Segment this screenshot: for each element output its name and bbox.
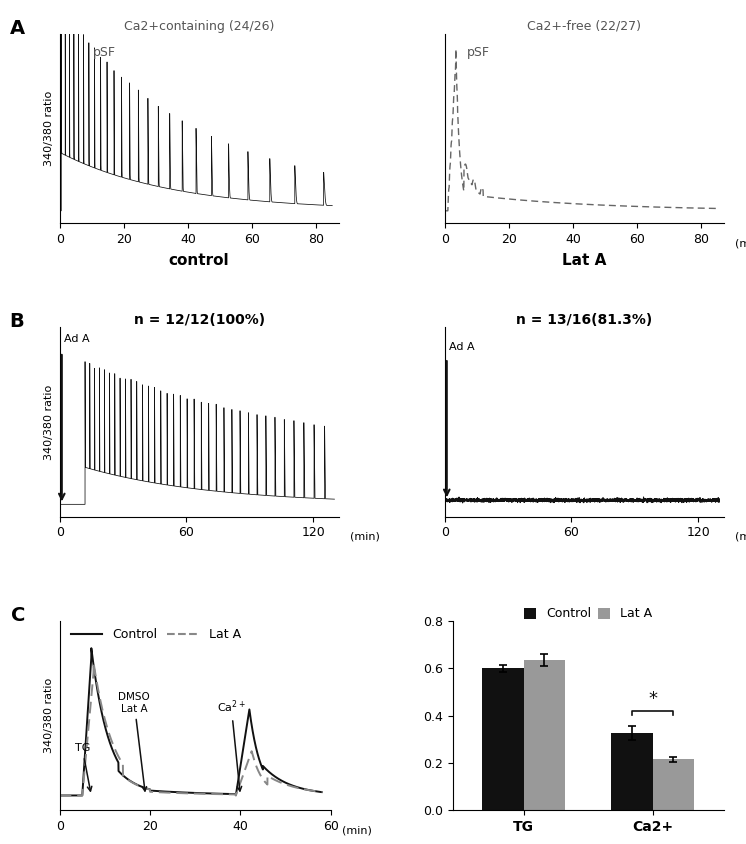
Text: (min): (min) — [350, 532, 380, 542]
Title: Ca2+containing (24/26): Ca2+containing (24/26) — [124, 19, 275, 33]
Text: *: * — [648, 690, 657, 708]
Text: control: control — [169, 253, 230, 268]
Bar — [612, 733, 653, 810]
Text: Ad A: Ad A — [449, 342, 474, 352]
Text: TG: TG — [75, 744, 92, 791]
Text: B: B — [10, 312, 24, 331]
Y-axis label: 340/380 ratio: 340/380 ratio — [44, 91, 54, 166]
Title: n = 12/12(100%): n = 12/12(100%) — [134, 313, 265, 327]
Text: DMSO
Lat A: DMSO Lat A — [119, 692, 150, 791]
Title: Ca2+-free (22/27): Ca2+-free (22/27) — [527, 19, 641, 33]
Text: Ca$^{2+}$: Ca$^{2+}$ — [217, 699, 245, 791]
Text: (min): (min) — [735, 532, 746, 542]
Y-axis label: 340/380 ratio: 340/380 ratio — [44, 384, 54, 460]
Bar — [524, 660, 565, 810]
Legend: Control, Lat A: Control, Lat A — [519, 603, 657, 625]
Text: Lat A: Lat A — [562, 253, 606, 268]
Text: (min): (min) — [735, 238, 746, 248]
Bar — [653, 760, 694, 810]
Text: (min): (min) — [342, 825, 372, 836]
Text: Ad A: Ad A — [64, 333, 90, 344]
Text: pSF: pSF — [93, 46, 116, 59]
Text: C: C — [11, 606, 25, 625]
Text: A: A — [10, 19, 25, 38]
Legend: Control, Lat A: Control, Lat A — [66, 624, 245, 647]
Title: n = 13/16(81.3%): n = 13/16(81.3%) — [516, 313, 652, 327]
Y-axis label: 340/380 ratio: 340/380 ratio — [44, 678, 54, 753]
Text: pSF: pSF — [467, 46, 490, 59]
Bar — [483, 668, 524, 810]
